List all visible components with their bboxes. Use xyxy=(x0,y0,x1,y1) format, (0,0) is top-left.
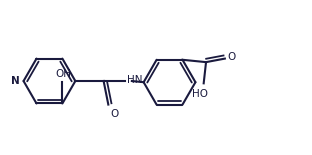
Text: O: O xyxy=(111,109,119,119)
Text: N: N xyxy=(11,76,20,86)
Text: HN: HN xyxy=(127,75,143,85)
Text: O: O xyxy=(227,52,236,62)
Text: OH: OH xyxy=(56,69,71,79)
Text: HO: HO xyxy=(192,89,208,99)
